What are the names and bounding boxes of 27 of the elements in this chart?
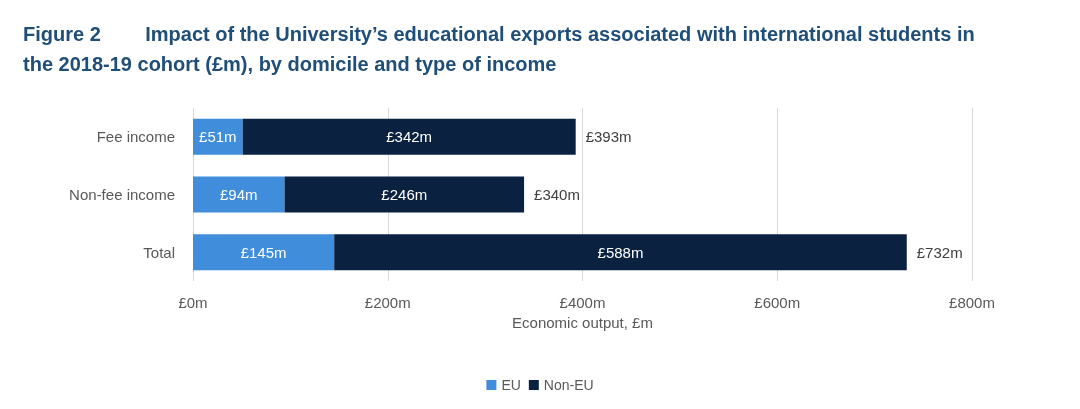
- data-label: £588m: [597, 243, 644, 261]
- total-label: £393m: [585, 128, 632, 146]
- x-tick-label: £600m: [754, 294, 801, 311]
- total-label: £732m: [916, 243, 963, 261]
- bar: [193, 234, 335, 271]
- bar: [193, 176, 285, 213]
- legend-label: Non-EU: [543, 377, 594, 393]
- x-tick-label: £200m: [364, 294, 411, 311]
- data-label: £145m: [240, 243, 287, 261]
- x-tick-label: £0m: [178, 294, 208, 311]
- bar: [284, 176, 525, 213]
- bar: [334, 234, 907, 271]
- y-tick-label: Fee income: [96, 128, 175, 146]
- data-label: £246m: [381, 186, 428, 203]
- chart-title: Figure 2 Impact of the University’s educational exports associated with international students in the 2018-19 cohort (£m), by domicile and type of income: [23, 23, 981, 75]
- bar: [193, 118, 243, 155]
- legend-label: EU: [501, 377, 521, 393]
- x-tick-label: £800m: [949, 294, 995, 311]
- total-label: £340m: [534, 186, 580, 203]
- x-axis-title: Economic output, £m: [512, 314, 653, 331]
- data-label: £94m: [220, 186, 258, 203]
- y-tick-label: Total: [143, 243, 175, 261]
- x-tick-label: £400m: [559, 294, 606, 311]
- data-label: £51m: [199, 128, 237, 146]
- data-label: £342m: [386, 128, 433, 146]
- y-tick-label: Non-fee income: [69, 186, 175, 203]
- bar: [242, 118, 576, 155]
